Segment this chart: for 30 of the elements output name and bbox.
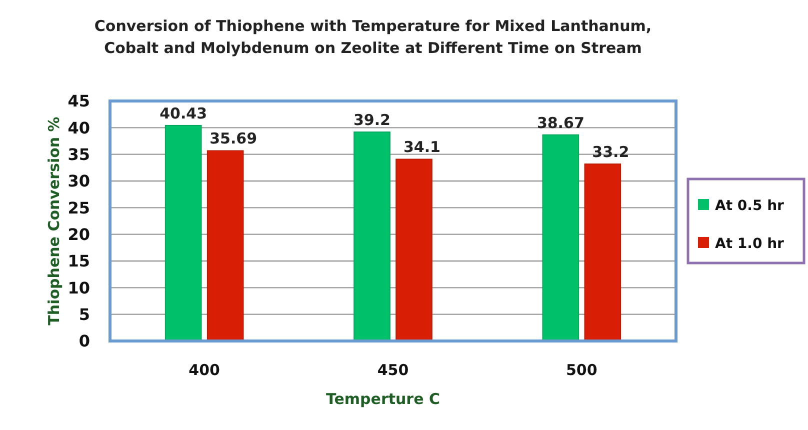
y-tick-label: 15 — [68, 252, 90, 271]
bar — [164, 124, 202, 342]
data-label: 33.2 — [592, 142, 630, 161]
y-tick-label: 0 — [78, 332, 90, 351]
x-axis-title: Temperture C — [326, 390, 440, 408]
y-axis-title: Thiophene Conversion % — [45, 116, 63, 326]
y-tick-label: 10 — [68, 278, 90, 298]
bar — [396, 158, 432, 342]
x-tick-label: 400 — [188, 361, 220, 379]
data-label: 40.43 — [160, 104, 208, 122]
bar — [354, 132, 390, 342]
y-tick-label: 25 — [68, 198, 90, 218]
y-tick-label: 20 — [68, 224, 90, 244]
bar — [584, 164, 622, 342]
bar — [542, 134, 580, 342]
data-label: 34.1 — [403, 138, 441, 156]
y-tick-label: 45 — [68, 92, 90, 111]
data-label: 35.69 — [210, 130, 258, 148]
x-tick-label: 500 — [566, 361, 598, 379]
y-tick-label: 5 — [78, 304, 90, 324]
legend-label: At 1.0 hr — [715, 236, 784, 252]
legend-label: At 0.5 hr — [715, 198, 784, 214]
data-label: 38.67 — [536, 114, 584, 132]
y-tick-label: 35 — [68, 144, 90, 164]
y-tick-label: 30 — [68, 172, 90, 191]
x-tick-label: 450 — [377, 361, 409, 379]
chart-title: Conversion of Thiophene with Temperature for Mixed Lanthanum, Cobalt and Molybdenum on Zeolite at Different Time on Stream — [94, 17, 652, 57]
data-label: 39.2 — [353, 110, 391, 129]
bar — [206, 150, 244, 342]
y-tick-label: 40 — [68, 118, 90, 138]
